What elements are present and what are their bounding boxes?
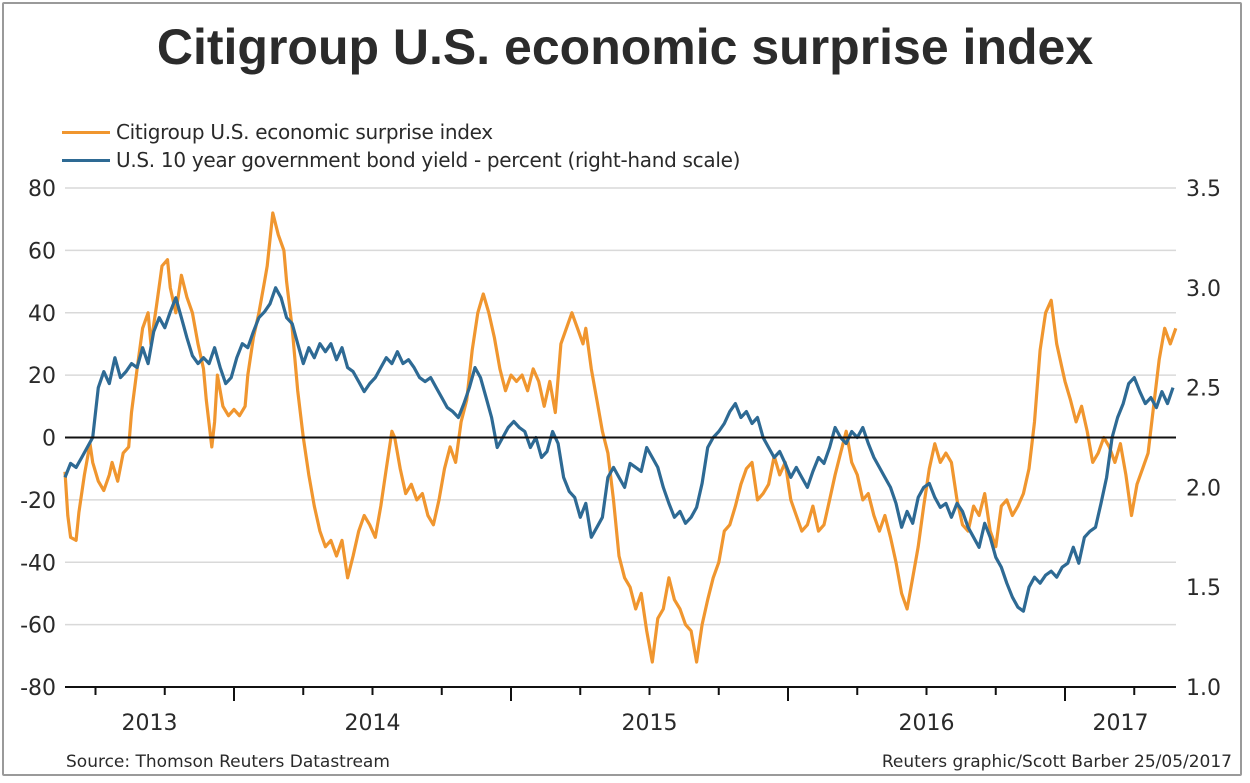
x-tick-label: 2017 (1093, 711, 1149, 736)
y-right-tick-label: 3.0 (1186, 277, 1221, 302)
tick-labels: 80 60 40 20 0 -20 -40 -60 -80 3.5 3.0 2.5 2.0 1.5 1.0 2… (20, 177, 1221, 736)
legend: Citigroup U.S. economic surprise index U… (62, 118, 740, 174)
gridlines (65, 187, 1176, 626)
axes (65, 436, 1176, 701)
legend-item-surprise-index: Citigroup U.S. economic surprise index (62, 118, 740, 146)
legend-label: Citigroup U.S. economic surprise index (116, 120, 493, 144)
y-right-tick-label: 2.5 (1186, 377, 1221, 402)
y-left-tick-label: -20 (20, 489, 56, 514)
legend-swatch-orange (62, 130, 110, 134)
y-right-tick-label: 2.0 (1186, 476, 1221, 501)
legend-swatch-blue (62, 158, 110, 162)
y-right-tick-label: 1.5 (1186, 576, 1221, 601)
y-left-tick-label: 80 (28, 177, 56, 202)
y-left-tick-label: 60 (28, 239, 56, 264)
y-right-tick-label: 1.0 (1186, 676, 1221, 701)
x-tick-label: 2016 (899, 711, 955, 736)
y-left-tick-label: 20 (28, 364, 56, 389)
y-left-tick-label: 0 (42, 427, 56, 452)
x-tick-label: 2013 (122, 711, 178, 736)
chart-title: Citigroup U.S. economic surprise index (156, 19, 1094, 75)
series-line-surprise-index (63, 211, 1178, 664)
legend-label: U.S. 10 year government bond yield - per… (116, 148, 741, 172)
legend-item-bond-yield: U.S. 10 year government bond yield - per… (62, 146, 740, 174)
x-tick-label: 2015 (622, 711, 678, 736)
series-lines (63, 211, 1178, 664)
y-left-tick-label: -40 (20, 551, 56, 576)
credit-note: Reuters graphic/Scott Barber 25/05/2017 (881, 752, 1232, 772)
y-left-tick-label: 40 (28, 302, 56, 327)
series-line-bond-yield (63, 286, 1175, 613)
x-tick-label: 2014 (345, 711, 401, 736)
y-right-tick-label: 3.5 (1186, 177, 1221, 202)
source-note: Source: Thomson Reuters Datastream (66, 752, 390, 772)
y-left-tick-label: -60 (20, 614, 56, 639)
y-left-tick-label: -80 (20, 676, 56, 701)
